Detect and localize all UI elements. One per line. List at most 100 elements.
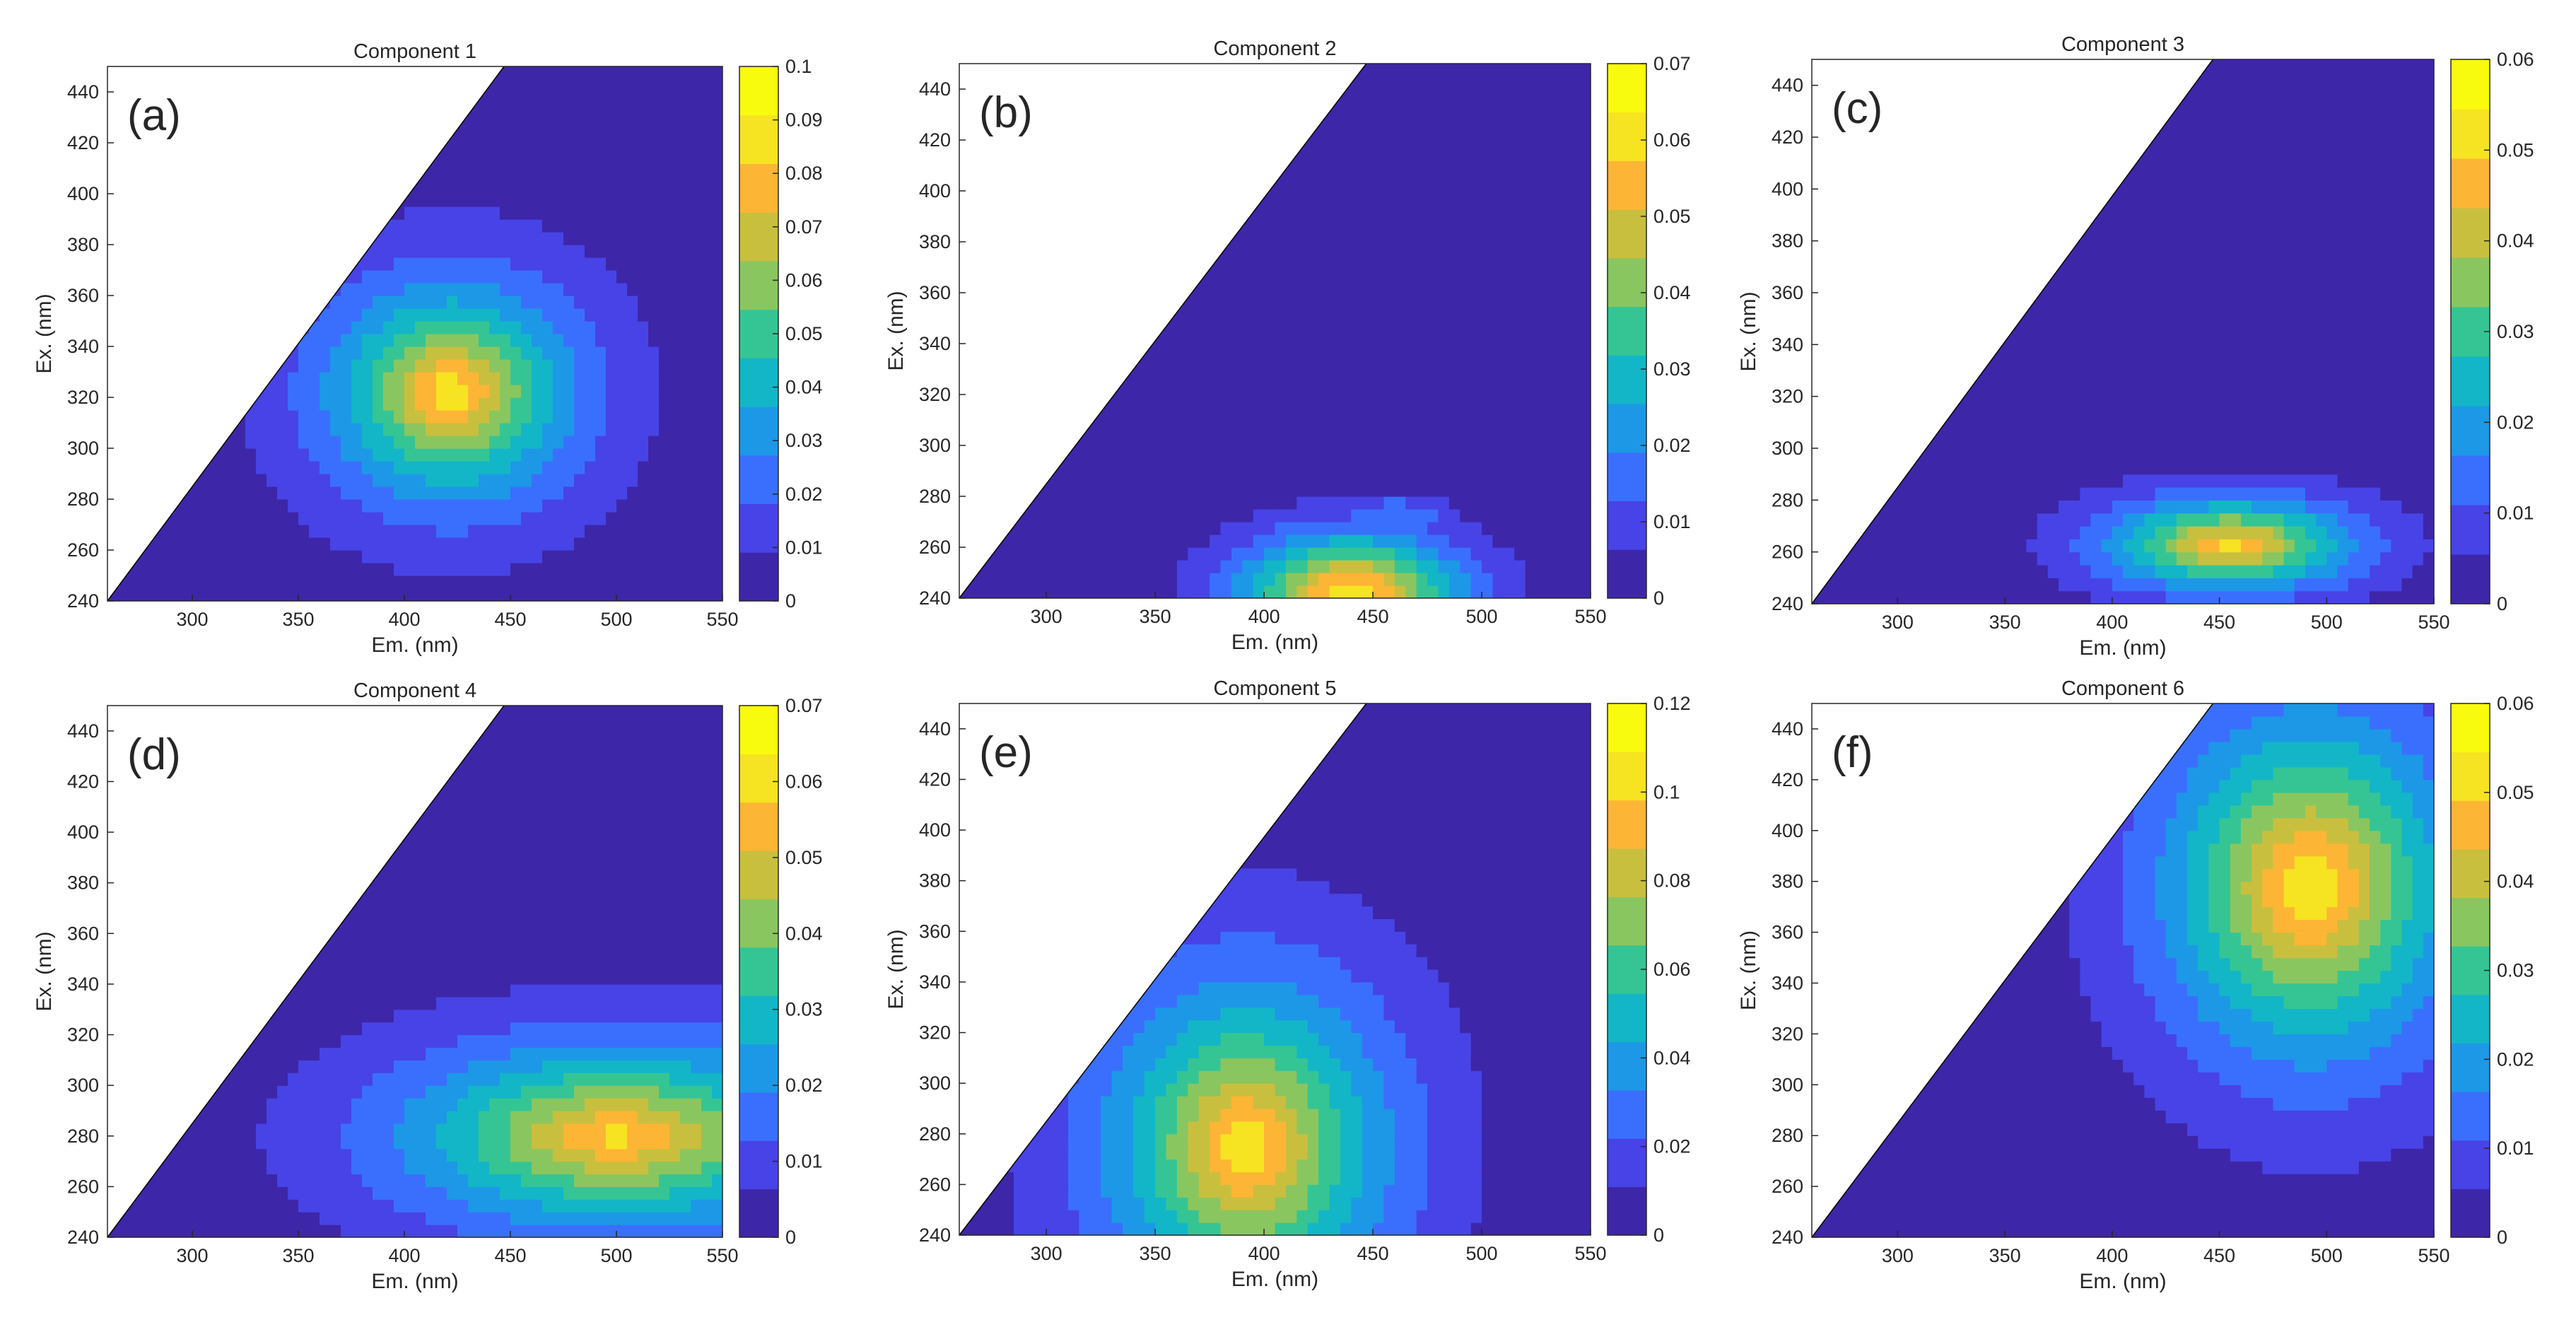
contour-cell (1438, 1058, 1450, 1071)
contour-cell (521, 959, 532, 972)
contour-cell (1166, 1172, 1178, 1185)
contour-cell (1220, 1032, 1232, 1046)
contour-cell (1351, 969, 1363, 983)
contour-cell (669, 1110, 681, 1124)
contour-cell (1176, 534, 1188, 548)
x-axis-label: Em. (nm) (2079, 636, 2166, 660)
contour-cell (447, 436, 458, 449)
contour-cell (1242, 1045, 1254, 1058)
contour-cell (426, 372, 437, 385)
contour-cell (1383, 560, 1395, 573)
contour-cell (1220, 918, 1232, 932)
contour-cell (1133, 1159, 1145, 1173)
contour-cell (616, 219, 628, 233)
contour-cell (362, 1047, 373, 1061)
contour-cell (1525, 573, 1537, 586)
contour-cell (2080, 539, 2092, 553)
contour-cell (595, 461, 607, 474)
contour-cell (1383, 981, 1395, 995)
contour-cell (2090, 551, 2102, 566)
contour-cell (1220, 522, 1232, 535)
contour-cell (1275, 817, 1287, 831)
contour-cell (648, 1060, 660, 1073)
contour-cell (563, 1161, 575, 1175)
x-tick-label: 550 (2418, 612, 2449, 633)
contour-cell (510, 1034, 522, 1048)
contour-cell (680, 334, 691, 347)
contour-cell (309, 1073, 320, 1086)
contour-cell (426, 219, 437, 233)
contour-cell (2240, 500, 2252, 514)
contour-cell (1405, 1159, 1417, 1173)
contour-cell (1405, 547, 1417, 561)
contour-cell (479, 1212, 490, 1225)
contour-cell (1067, 1096, 1079, 1109)
contour-cell (489, 499, 500, 513)
contour-cell (383, 270, 394, 284)
contour-cell (267, 1034, 278, 1048)
contour-cell (457, 257, 469, 271)
contour-cell (1470, 1058, 1482, 1071)
contour-cell (351, 499, 363, 513)
contour-cell (2391, 590, 2403, 604)
contour-cell (256, 1186, 267, 1200)
contour-cell (1329, 931, 1341, 945)
contour-cell (574, 448, 585, 462)
contour-cell (479, 1085, 490, 1099)
contour-cell (468, 499, 479, 513)
contour-cell (1188, 1070, 1200, 1084)
contour-cell (2380, 578, 2391, 592)
contour-cell (542, 1110, 554, 1124)
contour-cell (1275, 1172, 1287, 1185)
contour-cell (447, 219, 458, 233)
contour-cell (992, 1197, 1004, 1210)
contour-cell (585, 1186, 596, 1200)
contour-cell (1340, 1146, 1352, 1160)
contour-cell (563, 1060, 575, 1073)
contour-cell (553, 1212, 564, 1225)
contour-cell (341, 296, 352, 309)
contour-cell (1438, 1222, 1450, 1235)
contour-cell (1210, 585, 1222, 598)
contour-cell (320, 1174, 331, 1187)
contour-cell (479, 270, 490, 284)
contour-cell (712, 1034, 722, 1048)
contour-cell (1275, 994, 1287, 1008)
contour-cell (1231, 547, 1243, 561)
contour-cell (521, 423, 532, 436)
x-tick-label: 300 (1031, 606, 1062, 627)
contour-cell (1122, 1159, 1134, 1173)
contour-cell (1536, 547, 1548, 561)
contour-cell (595, 1174, 607, 1187)
contour-cell (1111, 1222, 1123, 1235)
contour-cell (362, 448, 373, 462)
contour-cell (542, 1060, 554, 1073)
contour-cell (436, 245, 447, 258)
contour-cell (341, 423, 352, 436)
contour-cell (669, 1085, 681, 1099)
contour-cell (341, 1161, 352, 1175)
contour-cell (489, 206, 500, 220)
contour-cell (616, 959, 628, 972)
contour-cell (542, 232, 554, 245)
contour-cell (563, 461, 575, 474)
contour-cell (500, 168, 511, 182)
contour-cell (1275, 1032, 1287, 1046)
contour-cell (2240, 565, 2252, 578)
contour-cell (267, 1022, 278, 1036)
contour-cell (500, 219, 511, 233)
contour-cell (267, 512, 278, 525)
contour-cell (1329, 496, 1341, 510)
contour-cell (426, 474, 437, 487)
contour-cell (1101, 1146, 1113, 1160)
contour-cell (500, 321, 511, 334)
contour-cell (1296, 509, 1309, 522)
y-tick-label: 340 (1772, 334, 1803, 355)
contour-cell (1079, 1210, 1091, 1223)
contour-cell (500, 232, 511, 245)
contour-cell (1329, 1146, 1341, 1160)
contour-cell (1470, 969, 1482, 983)
contour-cell (627, 512, 638, 525)
contour-cell (627, 296, 638, 309)
contour-cell (1155, 1083, 1167, 1097)
